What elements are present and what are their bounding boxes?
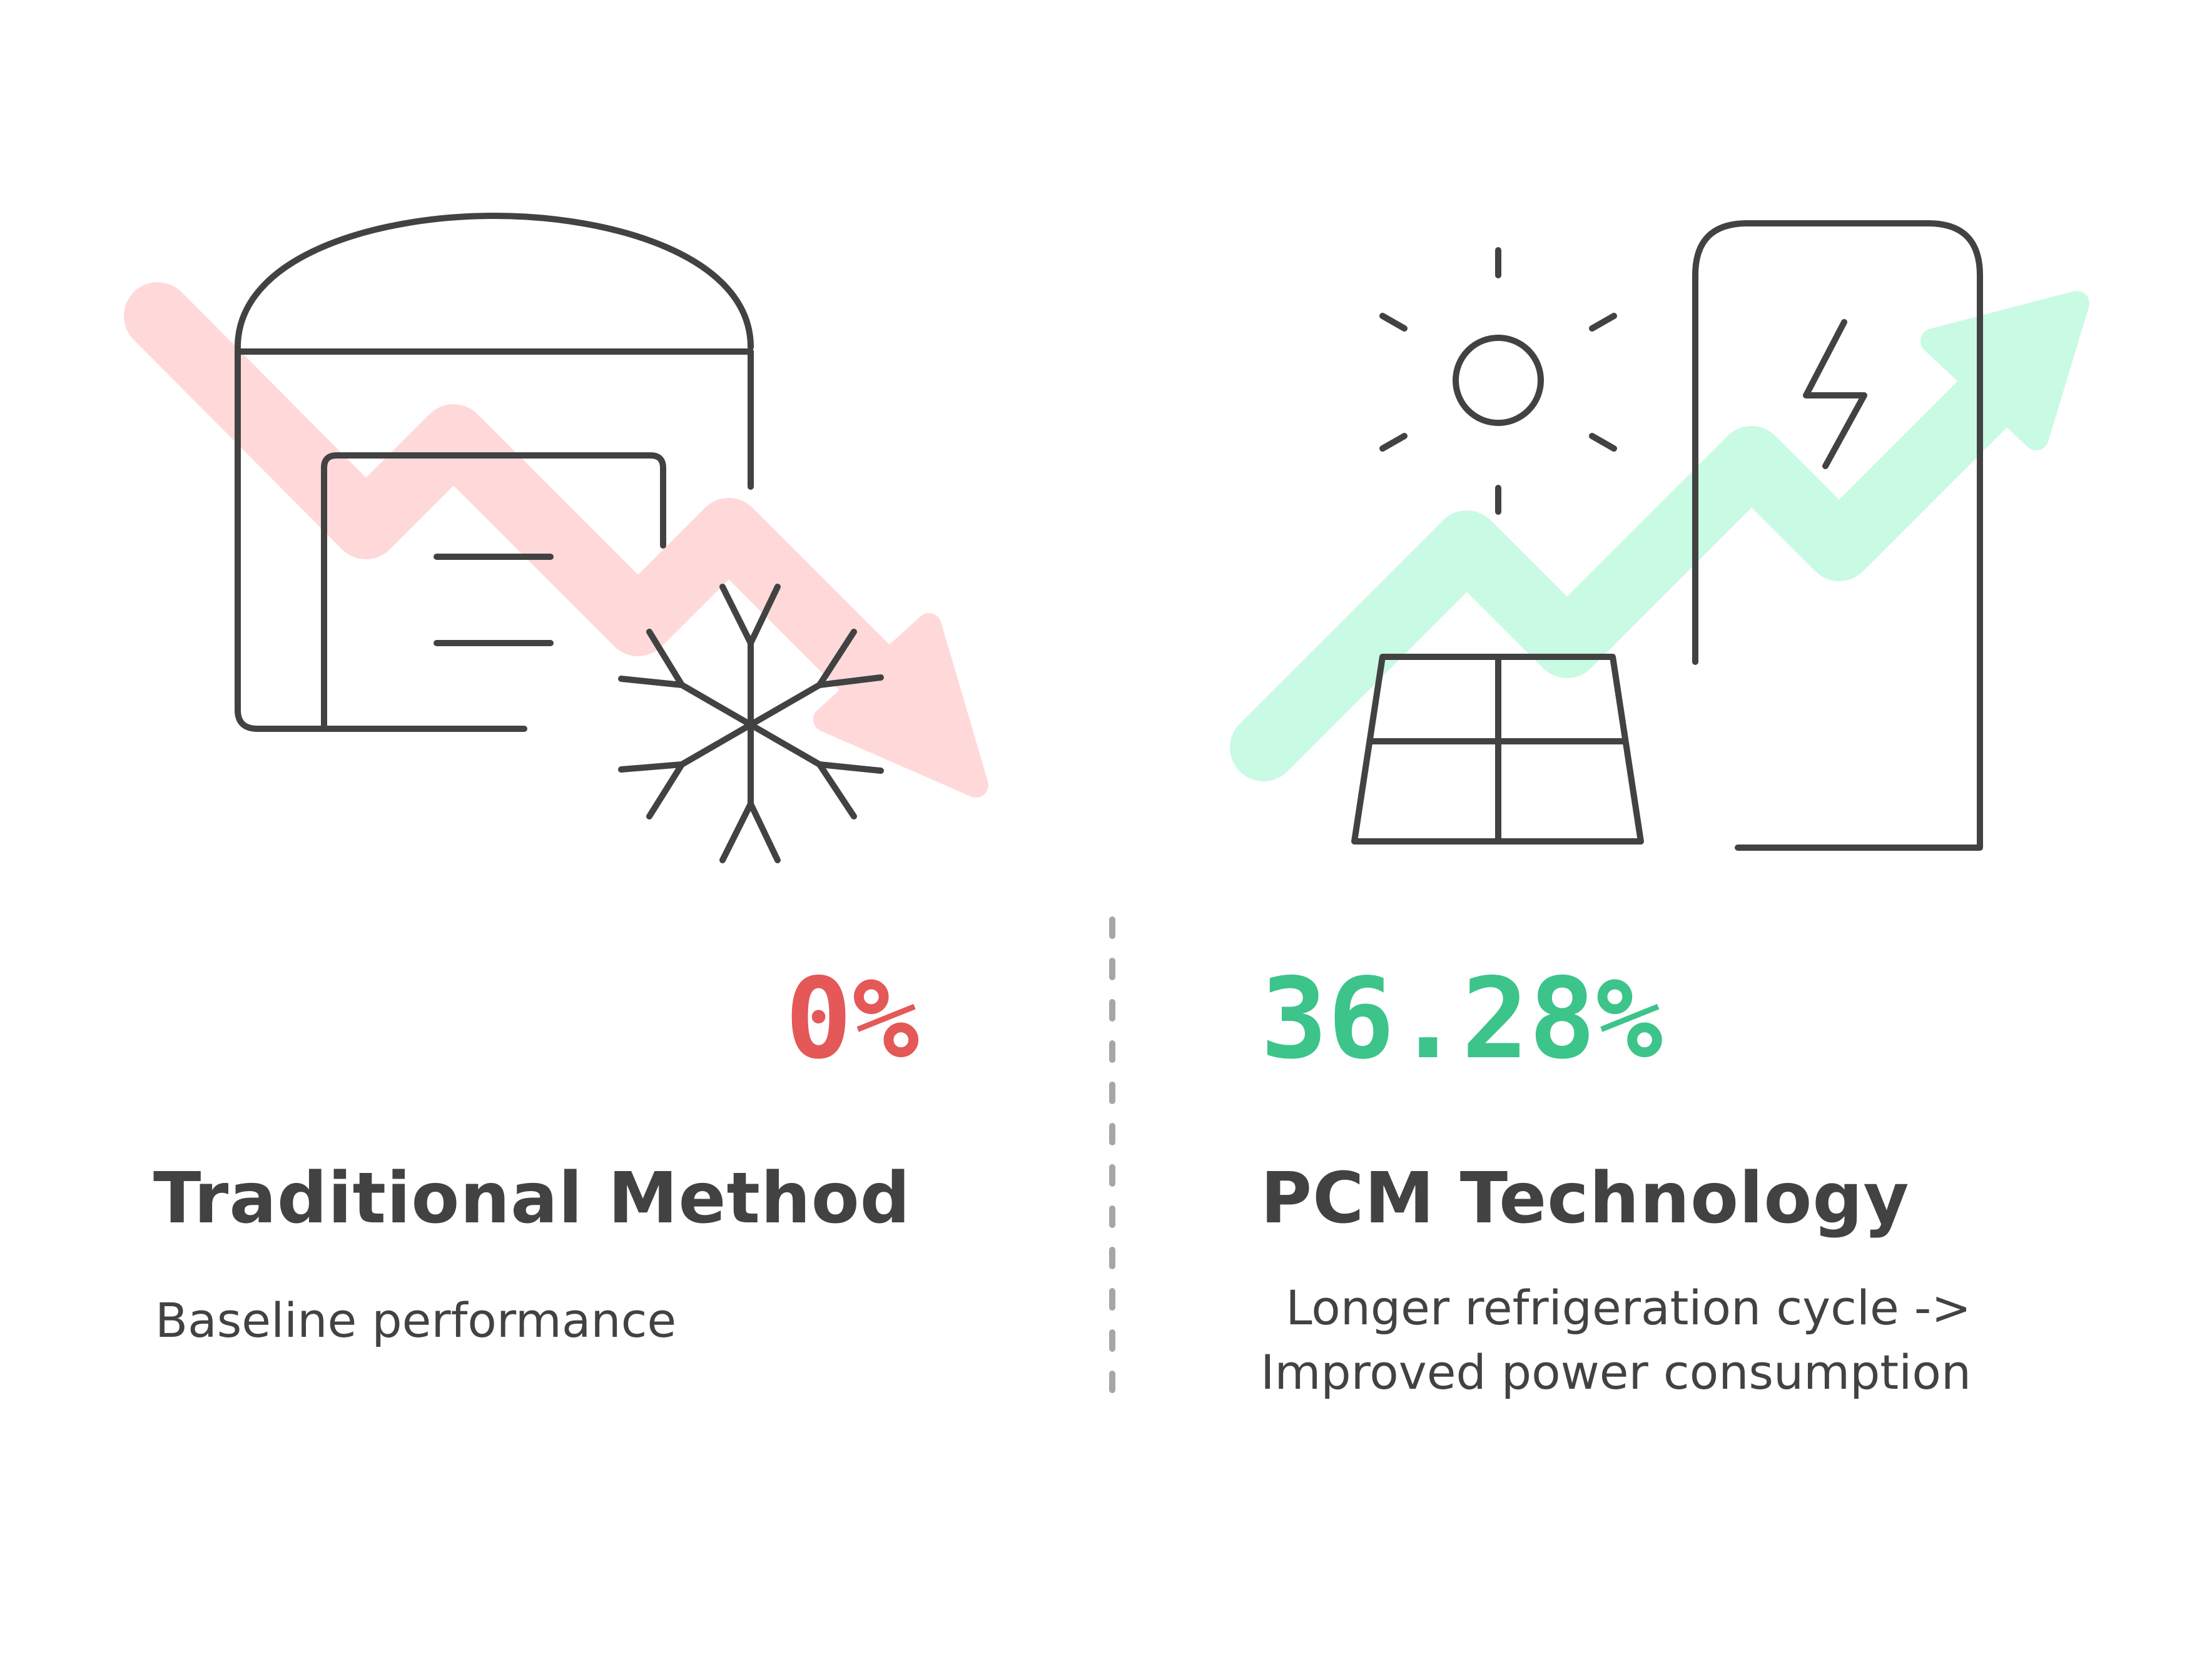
pcm-technology-description-line-1: Longer refrigeration cycle -> xyxy=(1286,1280,1971,1336)
traditional-percent-value: 0% xyxy=(785,954,920,1083)
cold-storage-warehouse-icon xyxy=(235,213,754,732)
down-trend-arrow-icon xyxy=(124,282,988,798)
up-trend-arrow-icon xyxy=(1230,291,2089,781)
solar-panel-icon xyxy=(1351,654,1644,845)
pcm-technology-title: PCM Technology xyxy=(1261,1158,1910,1239)
pcm-technology-description-line-2: Improved power consumption xyxy=(1260,1344,1971,1400)
traditional-method-title: Traditional Method xyxy=(153,1158,911,1239)
battery-charging-icon xyxy=(1692,220,1983,851)
pcm-percent-value: 36.28% xyxy=(1261,954,1663,1083)
snowflake-icon xyxy=(618,584,884,863)
sun-icon xyxy=(1379,247,1617,515)
traditional-method-description: Baseline performance xyxy=(155,1292,677,1348)
